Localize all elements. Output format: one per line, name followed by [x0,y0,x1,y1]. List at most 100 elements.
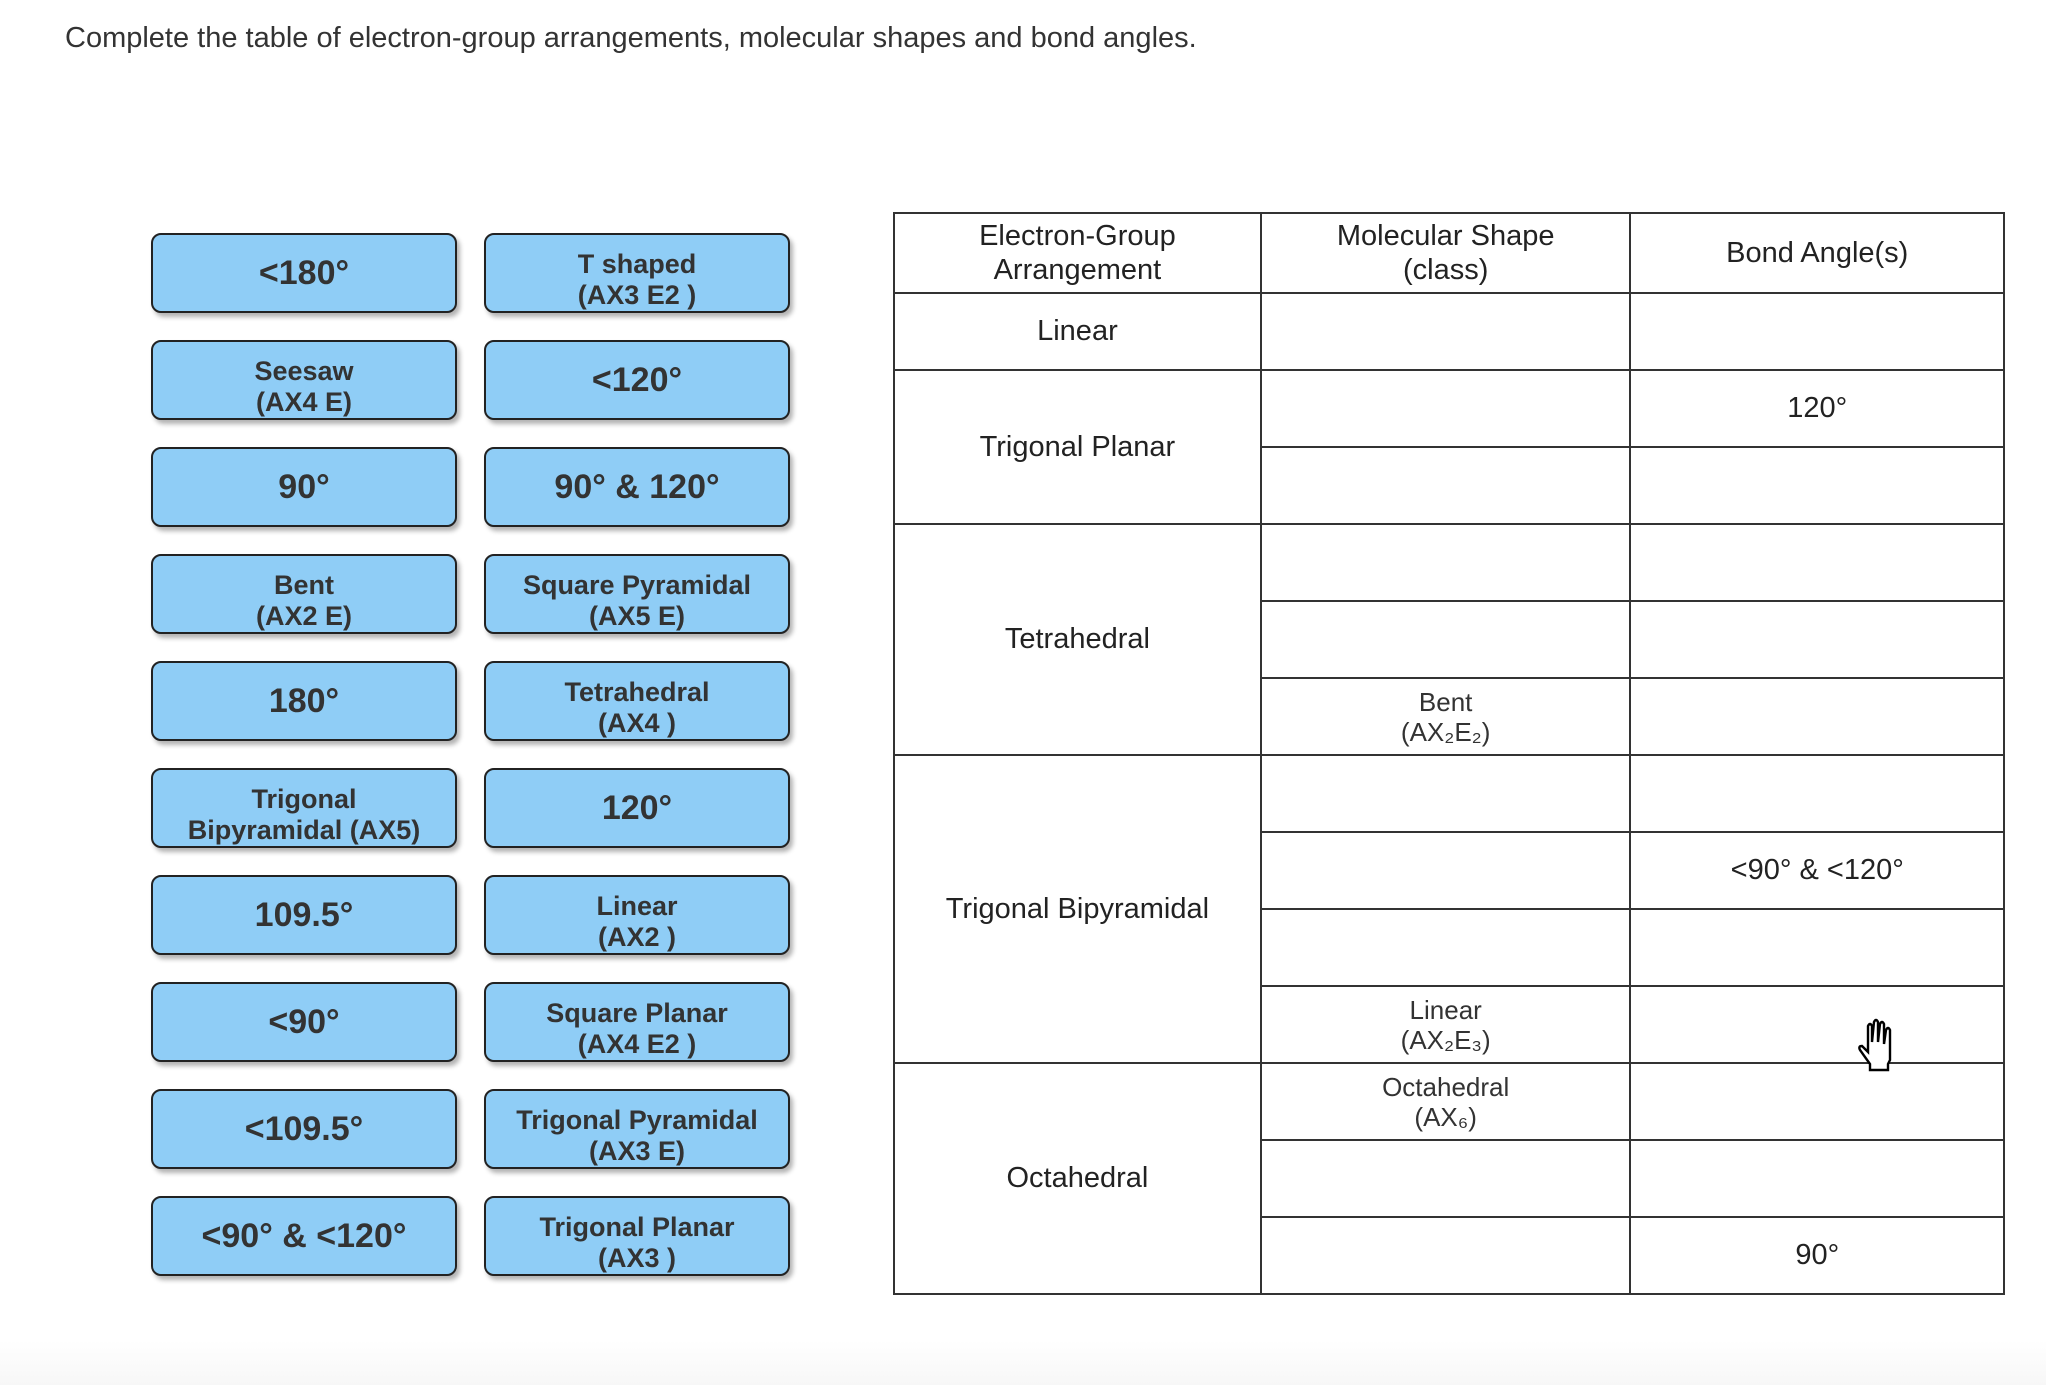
answer-button[interactable]: 180° [151,661,457,741]
arrangement-label: Octahedral [1006,1162,1149,1194]
shape-drop-cell[interactable] [1259,369,1632,448]
answer-button[interactable]: 109.5° [151,875,457,955]
table-row: Linear (AX₂E₃) [894,985,2005,1064]
arrangement-cell: Linear [893,292,1262,371]
answer-button-label: Linear [596,891,678,921]
arrangement-label: Tetrahedral [1004,623,1150,655]
shape-drop-cell[interactable]: Octahedral (AX₆) [1259,1062,1632,1141]
shape-drop-cell[interactable] [1259,446,1632,525]
arrangement-cell: Octahedral [893,1062,1262,1295]
table-row: Linear [893,292,2005,371]
angle-drop-cell[interactable] [1629,523,2005,602]
shape-drop-cell[interactable] [1259,1216,1632,1295]
table-row: 90° [894,1216,2005,1295]
angle-drop-cell[interactable] [1629,677,2005,756]
answer-button-label: Seesaw [254,356,354,386]
angle-drop-cell[interactable] [1629,600,2005,679]
shape-text: Linear [1409,994,1482,1025]
shape-drop-cell[interactable] [1259,831,1632,910]
column-header-text: Bond Angle(s) [1726,237,1909,269]
answer-button[interactable]: 90° [151,447,457,527]
answer-button-label: Bent [274,570,334,600]
angle-drop-cell[interactable] [1629,754,2005,833]
answer-button[interactable]: <109.5° [151,1089,457,1169]
answer-button[interactable]: <90° & <120° [151,1196,457,1276]
hand-pointer-icon [1858,1018,1892,1072]
answer-button[interactable]: 90° & 120° [484,447,790,527]
shape-text: (AX₂E₂) [1400,716,1491,747]
angle-drop-cell[interactable]: 90° [1629,1216,2005,1295]
answer-button[interactable]: <180° [151,233,457,313]
answer-button[interactable]: T shaped (AX3 E2 ) [484,233,790,313]
table-row: Octahedral Octahedral (AX₆) [893,1062,2005,1295]
shape-drop-cell[interactable] [1259,908,1632,987]
answer-button-label: Trigonal Planar [539,1212,735,1242]
shape-drop-cell[interactable] [1259,292,1632,371]
angle-drop-cell[interactable] [1629,1139,2005,1218]
arrangement-label: Trigonal Planar [979,430,1176,463]
table-row: Trigonal Bipyramidal [893,754,2005,1064]
answer-button[interactable]: Linear (AX2 ) [484,875,790,955]
answer-button-label: (AX3 E) [588,1136,686,1166]
answer-button[interactable]: Bent (AX2 E) [151,554,457,634]
answer-button[interactable]: Seesaw (AX4 E) [151,340,457,420]
answer-button-label: 180° [268,681,340,720]
answer-button-label: (AX4 E) [255,387,353,417]
answer-button[interactable]: Square Planar (AX4 E2 ) [484,982,790,1062]
angle-drop-cell[interactable]: <90° & <120° [1629,831,2005,910]
answer-button[interactable]: 120° [484,768,790,848]
answer-button[interactable]: Square Pyramidal (AX5 E) [484,554,790,634]
column-header: Molecular Shape (class) [1259,212,1632,294]
column-header-text: Arrangement [993,254,1162,286]
table-row: Trigonal Planar 120° [893,369,2005,525]
arrangement-cell: Trigonal Bipyramidal [893,754,1262,1064]
shape-drop-cell[interactable] [1259,754,1632,833]
answer-button-label: <180° [258,253,350,292]
answer-button-label: Tetrahedral [564,677,710,707]
shape-drop-cell[interactable] [1259,1139,1632,1218]
answer-button-label: Trigonal Pyramidal [516,1105,758,1135]
angle-drop-cell[interactable] [1629,985,2005,1064]
answer-table: Electron-Group Arrangement Molecular Shape… [893,212,2005,1295]
shape-text: Bent [1418,686,1473,717]
answer-button-label: <90° & <120° [201,1216,407,1255]
answer-button[interactable]: Tetrahedral (AX4 ) [484,661,790,741]
answer-button-label: Square Pyramidal [522,570,752,600]
shape-drop-cell[interactable] [1259,600,1632,679]
table-header-row: Electron-Group Arrangement Molecular Shape… [893,212,2005,294]
answer-button-label: 109.5° [254,895,354,934]
table-row: Bent (AX₂E₂) [894,677,2005,756]
shape-drop-cell[interactable]: Bent (AX₂E₂) [1259,677,1632,756]
answer-button[interactable]: Trigonal Pyramidal (AX3 E) [484,1089,790,1169]
arrangement-cell: Tetrahedral [893,523,1262,756]
answer-button-label: (AX4 E2 ) [577,1029,697,1059]
column-header-text: Molecular Shape [1336,220,1555,252]
column-header-text: Electron-Group [979,220,1176,252]
answer-button-label: Square Planar [546,998,728,1028]
angle-drop-cell[interactable]: 120° [1629,369,2005,448]
angle-text: <90° & <120° [1730,854,1904,886]
angle-drop-cell[interactable] [1629,908,2005,987]
answer-button-label: (AX3 E2 ) [577,280,697,310]
shape-drop-cell[interactable] [1259,523,1632,602]
angle-drop-cell[interactable] [1629,292,2005,371]
shape-text: Octahedral [1382,1071,1510,1102]
arrangement-label: Trigonal Bipyramidal [945,892,1210,925]
table-row: <90° & <120° [894,831,2005,910]
answer-button[interactable]: Trigonal Planar (AX3 ) [484,1196,790,1276]
table-row [894,600,2005,679]
answer-button[interactable]: <120° [484,340,790,420]
answer-button-label: (AX3 ) [597,1243,676,1273]
shape-drop-cell[interactable]: Linear (AX₂E₃) [1259,985,1632,1064]
answer-button-label: 90° & 120° [554,467,720,506]
angle-drop-cell[interactable] [1629,1062,2005,1141]
table-row [894,908,2005,987]
column-header-text: (class) [1402,254,1489,286]
angle-drop-cell[interactable] [1629,446,2005,525]
answer-button[interactable]: <90° [151,982,457,1062]
answer-button-label: (AX2 ) [597,922,676,952]
answer-button-label: Bipyramidal (AX5) [187,815,421,845]
answer-button-label: (AX2 E) [255,601,353,631]
answer-button[interactable]: Trigonal Bipyramidal (AX5) [151,768,457,848]
answer-button-label: (AX4 ) [597,708,676,738]
